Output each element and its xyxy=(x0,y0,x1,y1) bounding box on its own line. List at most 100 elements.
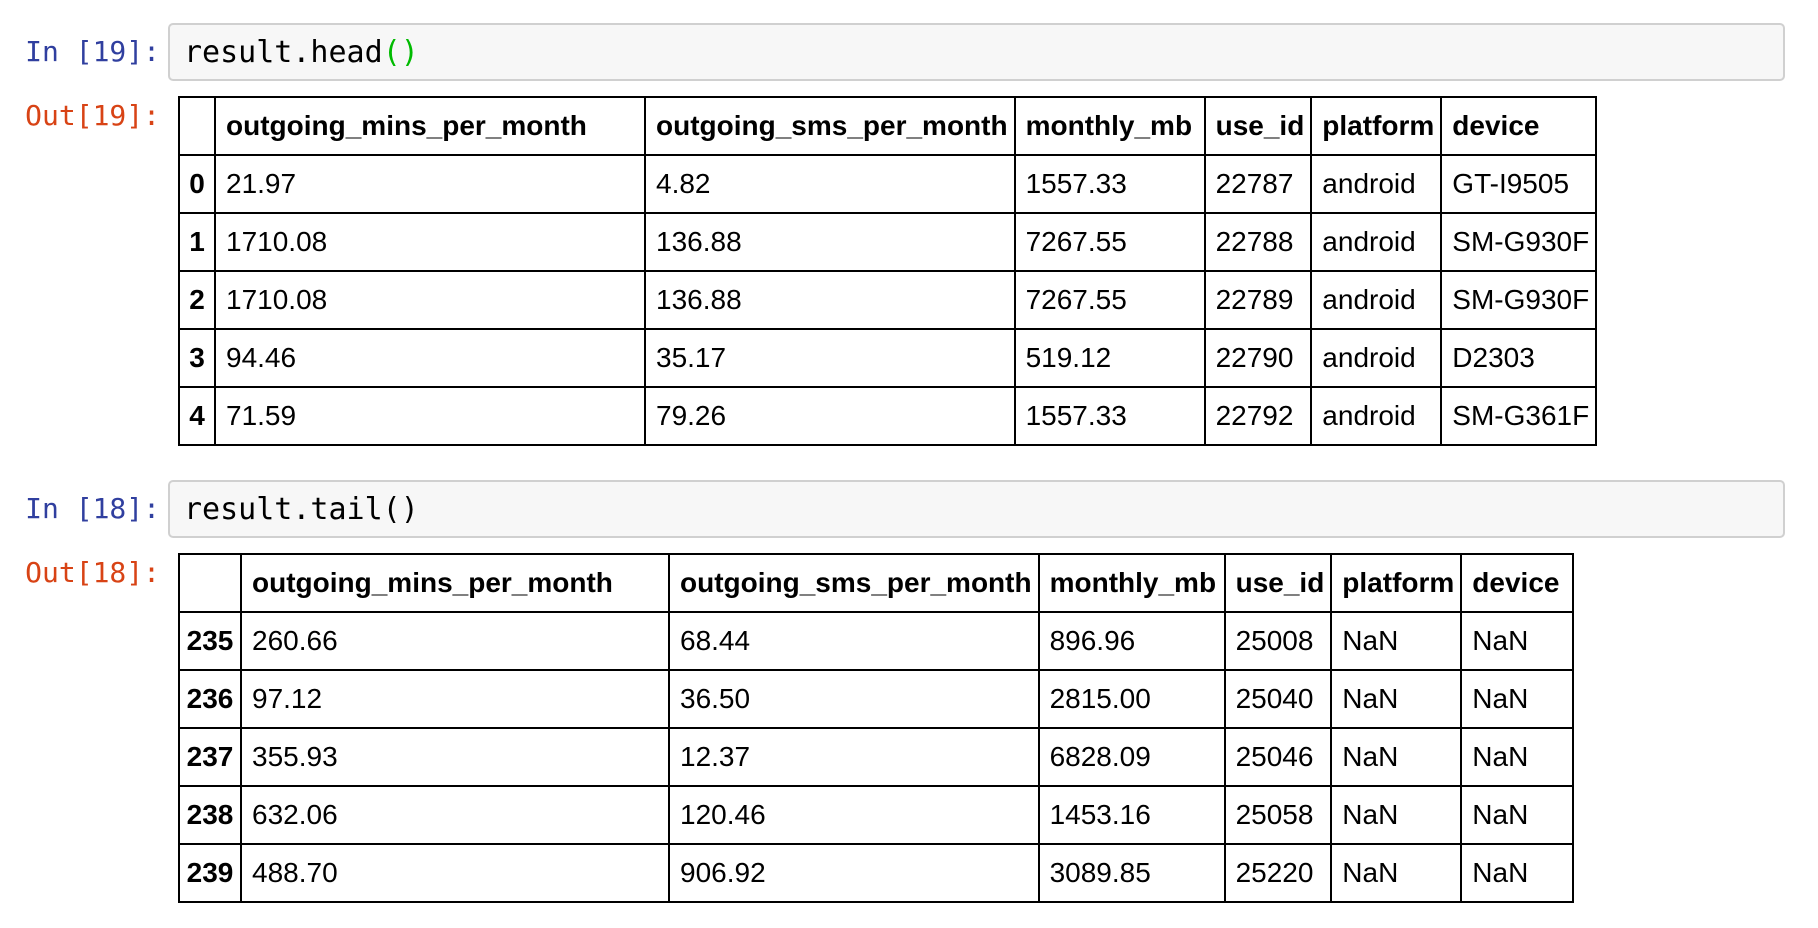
output-area-18: Out[18]: outgoing_mins_per_month outgoing… xyxy=(0,553,1818,903)
table-row: 4 71.59 79.26 1557.33 22792 android SM-G361F xyxy=(178,386,1598,446)
table-cell: SM-G361F xyxy=(1440,386,1598,446)
row-index: 0 xyxy=(178,154,216,214)
code-cell-19: In [19]: result.head() Out[19]: outgoing… xyxy=(0,23,1818,446)
column-header: monthly_mb xyxy=(1037,553,1226,613)
row-index: 3 xyxy=(178,328,216,388)
dataframe-output: outgoing_mins_per_month outgoing_sms_per_… xyxy=(178,553,1575,903)
table-cell: 260.66 xyxy=(240,611,670,671)
table-row: 0 21.97 4.82 1557.33 22787 android GT-I9505 xyxy=(178,154,1598,214)
table-cell: NaN xyxy=(1330,669,1463,729)
column-header: device xyxy=(1460,553,1575,613)
table-cell: 4.82 xyxy=(644,154,1016,214)
table-cell: NaN xyxy=(1330,611,1463,671)
table-cell: 12.37 xyxy=(668,727,1040,787)
table-cell: 22790 xyxy=(1203,328,1313,388)
table-cell: NaN xyxy=(1460,843,1575,903)
table-cell: android xyxy=(1310,328,1443,388)
table-cell: 3089.85 xyxy=(1037,843,1226,903)
table-cell: SM-G930F xyxy=(1440,270,1598,330)
row-index: 238 xyxy=(178,785,242,845)
table-cell: NaN xyxy=(1330,785,1463,845)
table-cell: 7267.55 xyxy=(1013,270,1206,330)
column-header: outgoing_mins_per_month xyxy=(214,96,646,156)
table-cell: NaN xyxy=(1460,669,1575,729)
table-cell: 355.93 xyxy=(240,727,670,787)
table-cell: 22788 xyxy=(1203,212,1313,272)
table-row: 236 97.12 36.50 2815.00 25040 NaN NaN xyxy=(178,669,1575,729)
table-cell: NaN xyxy=(1330,727,1463,787)
column-header: use_id xyxy=(1223,553,1333,613)
table-cell: android xyxy=(1310,212,1443,272)
matched-brackets: () xyxy=(382,34,419,70)
table-cell: 7267.55 xyxy=(1013,212,1206,272)
table-cell: 896.96 xyxy=(1037,611,1226,671)
row-index: 239 xyxy=(178,843,242,903)
dataframe-tail-table: outgoing_mins_per_month outgoing_sms_per_… xyxy=(178,553,1575,903)
output-prompt: Out[19]: xyxy=(25,99,160,132)
table-cell: 25046 xyxy=(1223,727,1333,787)
column-header: use_id xyxy=(1203,96,1313,156)
table-cell: 35.17 xyxy=(644,328,1016,388)
column-header xyxy=(178,553,242,613)
code-cell-18: In [18]: result.tail() Out[18]: outgoing… xyxy=(0,480,1818,903)
table-cell: GT-I9505 xyxy=(1440,154,1598,214)
row-index: 2 xyxy=(178,270,216,330)
table-cell: 25008 xyxy=(1223,611,1333,671)
table-row: 238 632.06 120.46 1453.16 25058 NaN NaN xyxy=(178,785,1575,845)
table-cell: NaN xyxy=(1460,785,1575,845)
table-cell: 21.97 xyxy=(214,154,646,214)
column-header: monthly_mb xyxy=(1013,96,1206,156)
table-cell: 71.59 xyxy=(214,386,646,446)
table-row: 2 1710.08 136.88 7267.55 22789 android SM-G930… xyxy=(178,270,1598,330)
table-cell: android xyxy=(1310,270,1443,330)
table-cell: 79.26 xyxy=(644,386,1016,446)
header-row: outgoing_mins_per_month outgoing_sms_per_… xyxy=(178,553,1575,613)
table-cell: 488.70 xyxy=(240,843,670,903)
table-cell: NaN xyxy=(1330,843,1463,903)
table-cell: 22789 xyxy=(1203,270,1313,330)
row-index: 236 xyxy=(178,669,242,729)
table-cell: 68.44 xyxy=(668,611,1040,671)
row-index: 4 xyxy=(178,386,216,446)
table-cell: 632.06 xyxy=(240,785,670,845)
table-cell: NaN xyxy=(1460,611,1575,671)
table-cell: D2303 xyxy=(1440,328,1598,388)
notebook: In [19]: result.head() Out[19]: outgoing… xyxy=(0,23,1818,903)
table-cell: 25058 xyxy=(1223,785,1333,845)
table-cell: 519.12 xyxy=(1013,328,1206,388)
table-cell: 136.88 xyxy=(644,212,1016,272)
table-cell: 6828.09 xyxy=(1037,727,1226,787)
code-input-18[interactable]: result.tail() xyxy=(168,480,1785,538)
column-header: platform xyxy=(1330,553,1463,613)
table-cell: 906.92 xyxy=(668,843,1040,903)
row-index: 235 xyxy=(178,611,242,671)
table-cell: 1557.33 xyxy=(1013,154,1206,214)
column-header: outgoing_mins_per_month xyxy=(240,553,670,613)
table-row: 1 1710.08 136.88 7267.55 22788 android SM-G930… xyxy=(178,212,1598,272)
dataframe-head-table: outgoing_mins_per_month outgoing_sms_per_… xyxy=(178,96,1598,446)
input-prompt: In [19]: xyxy=(25,35,160,68)
table-cell: android xyxy=(1310,154,1443,214)
table-cell: SM-G930F xyxy=(1440,212,1598,272)
table-cell: 25220 xyxy=(1223,843,1333,903)
output-area-19: Out[19]: outgoing_mins_per_month outgoing… xyxy=(0,96,1818,446)
table-row: 237 355.93 12.37 6828.09 25046 NaN NaN xyxy=(178,727,1575,787)
row-index: 1 xyxy=(178,212,216,272)
table-cell: 136.88 xyxy=(644,270,1016,330)
table-cell: 22792 xyxy=(1203,386,1313,446)
table-cell: 22787 xyxy=(1203,154,1313,214)
table-row: 3 94.46 35.17 519.12 22790 android D2303 xyxy=(178,328,1598,388)
code-input-19[interactable]: result.head() xyxy=(168,23,1785,81)
column-header: outgoing_sms_per_month xyxy=(644,96,1016,156)
input-area-19: In [19]: result.head() xyxy=(0,23,1818,81)
table-cell: 1710.08 xyxy=(214,212,646,272)
output-prompt: Out[18]: xyxy=(25,556,160,589)
table-row: 239 488.70 906.92 3089.85 25220 NaN NaN xyxy=(178,843,1575,903)
table-cell: NaN xyxy=(1460,727,1575,787)
table-row: 235 260.66 68.44 896.96 25008 NaN NaN xyxy=(178,611,1575,671)
column-header: platform xyxy=(1310,96,1443,156)
table-cell: 1557.33 xyxy=(1013,386,1206,446)
input-prompt: In [18]: xyxy=(25,492,160,525)
table-cell: 97.12 xyxy=(240,669,670,729)
column-header xyxy=(178,96,216,156)
